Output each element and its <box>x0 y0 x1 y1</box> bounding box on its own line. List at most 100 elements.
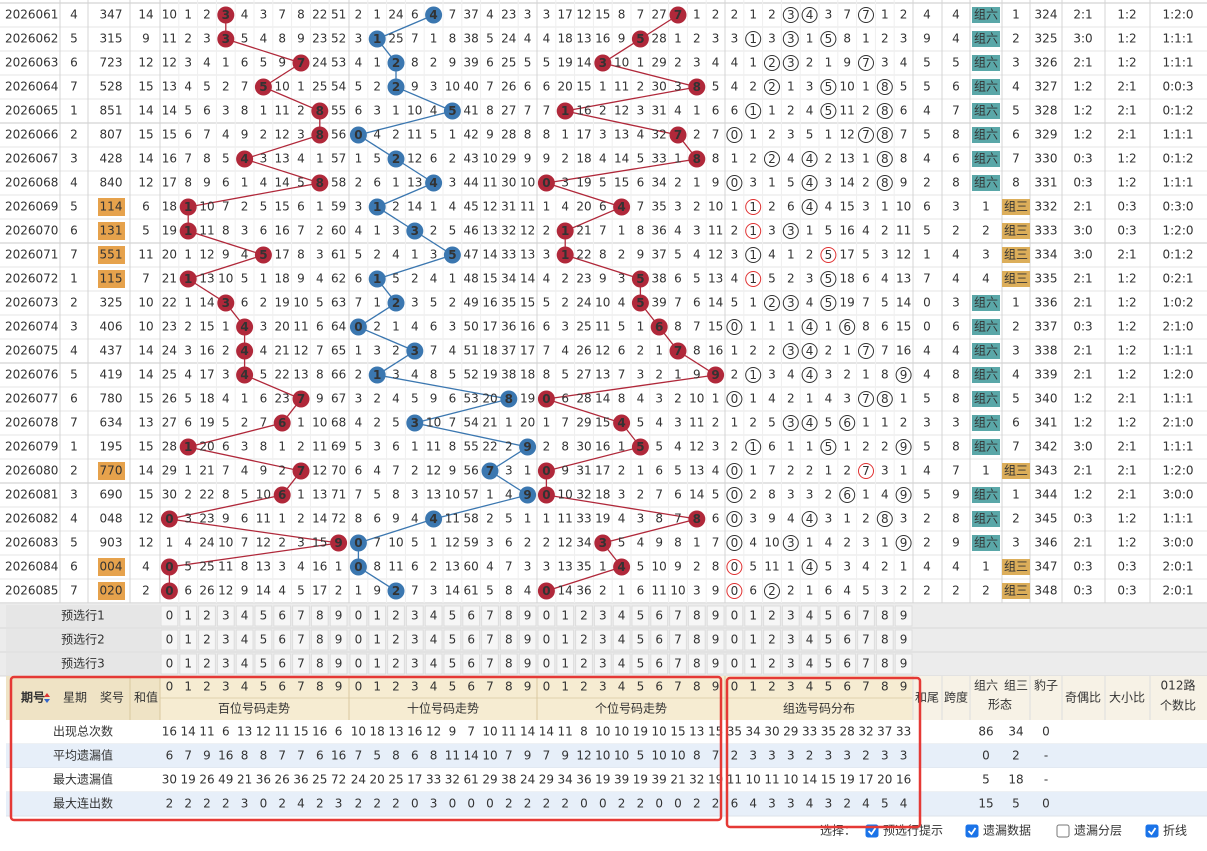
preselect-cell <box>800 629 819 651</box>
stats-value: 2 <box>543 797 551 811</box>
option-checkbox[interactable] <box>1145 824 1159 838</box>
omission-value: 3 <box>355 32 363 46</box>
header-digit: 1 <box>373 680 381 694</box>
omission-value: 32 <box>501 224 516 238</box>
omission-value: 5 <box>749 560 757 574</box>
omission-value: 8 <box>637 224 645 238</box>
sum-tail: 0 <box>923 296 931 310</box>
omission-value: 3 <box>505 464 513 478</box>
stats-value: 0 <box>1042 797 1050 811</box>
preselect-digit: 1 <box>561 633 569 647</box>
stats-value: 2 <box>524 797 532 811</box>
omission-value: 25 <box>312 80 327 94</box>
omission-value: 55 <box>331 104 346 118</box>
odd-even-ratio: 2:1 <box>1073 536 1092 550</box>
hit-digit: 5 <box>636 272 644 286</box>
preselect-digit: 5 <box>449 633 457 647</box>
route-ratio: 0:0:3 <box>1163 80 1194 94</box>
omission-value: 10 <box>218 272 233 286</box>
omission-value: 7 <box>543 104 551 118</box>
omission-value: 2 <box>806 248 814 262</box>
option-label[interactable]: 遗漏分层 <box>1074 824 1122 838</box>
group-hit <box>876 103 893 119</box>
form-tag-label: 组六 <box>974 368 998 382</box>
preselect-digit: 6 <box>278 609 286 623</box>
hit-digit: 7 <box>674 128 682 142</box>
preselect-cell <box>481 605 499 627</box>
stats-value: 14 <box>464 749 479 763</box>
preselect-cell <box>556 629 575 651</box>
hit-ball <box>481 462 499 480</box>
hit-ball <box>254 246 272 264</box>
stats-value: 2 <box>166 797 174 811</box>
omission-value: 4 <box>524 32 532 46</box>
sum-value: 13 <box>138 416 153 430</box>
omission-value: 2 <box>184 320 192 334</box>
hit-ball <box>688 150 706 168</box>
group-hit-digit: 3 <box>787 8 795 22</box>
omission-value: 6 <box>373 176 381 190</box>
omission-value: 6 <box>900 104 908 118</box>
preselect-digit: 3 <box>411 657 419 671</box>
period: 2026069 <box>5 200 58 214</box>
omission-value: 1 <box>825 464 833 478</box>
stats-value: 7 <box>505 749 513 763</box>
header-week: 星期 <box>63 691 87 705</box>
omission-value: 5 <box>184 392 192 406</box>
omission-value: 9 <box>278 56 286 70</box>
omission-value: 57 <box>464 488 479 502</box>
omission-value: 7 <box>712 536 720 550</box>
omission-value: 2 <box>297 512 305 526</box>
preselect-cell <box>706 629 725 651</box>
preselect-cell <box>292 629 310 651</box>
group-hit-digit: 5 <box>825 272 833 286</box>
omission-value: 2 <box>843 536 851 550</box>
omission-value: 2 <box>731 224 739 238</box>
hit-digit: 7 <box>297 392 305 406</box>
omission-value: 2 <box>241 200 249 214</box>
header-digit: 1 <box>749 680 757 694</box>
omission-value: 2 <box>184 488 192 502</box>
omission-value: 13 <box>840 152 855 166</box>
group-hit-digit: 4 <box>806 416 814 430</box>
omission-value: 19 <box>275 296 290 310</box>
span-value: 4 <box>952 248 960 262</box>
omission-value: 60 <box>331 224 346 238</box>
omission-value: 24 <box>162 344 177 358</box>
omission-value: 7 <box>862 296 870 310</box>
option-checkbox[interactable] <box>1056 824 1070 838</box>
omission-value: 11 <box>445 512 460 526</box>
omission-value: 21 <box>199 464 214 478</box>
hit-digit: 1 <box>184 224 192 238</box>
form-tag-label: 组三 <box>1004 224 1028 238</box>
omission-value: 15 <box>840 200 855 214</box>
omission-value: 5 <box>862 584 870 598</box>
omission-value: 3 <box>693 224 701 238</box>
option-label[interactable]: 遗漏数据 <box>983 823 1031 838</box>
omission-value: 2 <box>806 56 814 70</box>
weekday: 4 <box>70 512 78 526</box>
omission-value: 8 <box>222 488 230 502</box>
omission-value: 28 <box>576 392 591 406</box>
omission-value: 7 <box>618 368 626 382</box>
group-hit <box>820 79 837 95</box>
omission-value: 17 <box>576 128 591 142</box>
award-number: 437 <box>100 344 123 358</box>
omission-value: 3 <box>712 32 720 46</box>
option-label[interactable]: 预选行提示 <box>883 823 943 838</box>
stats-value: 10 <box>482 725 497 739</box>
group-hit <box>858 463 874 479</box>
header-award: 奖号 <box>100 691 124 705</box>
option-label[interactable]: 折线 <box>1163 823 1187 838</box>
omission-value: 4 <box>599 152 607 166</box>
omission-value: 38 <box>501 368 516 382</box>
weekday: 7 <box>70 248 78 262</box>
omission-value: 52 <box>331 32 346 46</box>
option-checkbox[interactable] <box>965 824 979 838</box>
header-right <box>913 676 1207 720</box>
preselect-cell <box>405 605 424 627</box>
omission-value: 7 <box>674 512 682 526</box>
group-hit-digit: 1 <box>749 368 757 382</box>
group-hit-digit: 7 <box>862 392 870 406</box>
omission-value: 63 <box>331 296 346 310</box>
